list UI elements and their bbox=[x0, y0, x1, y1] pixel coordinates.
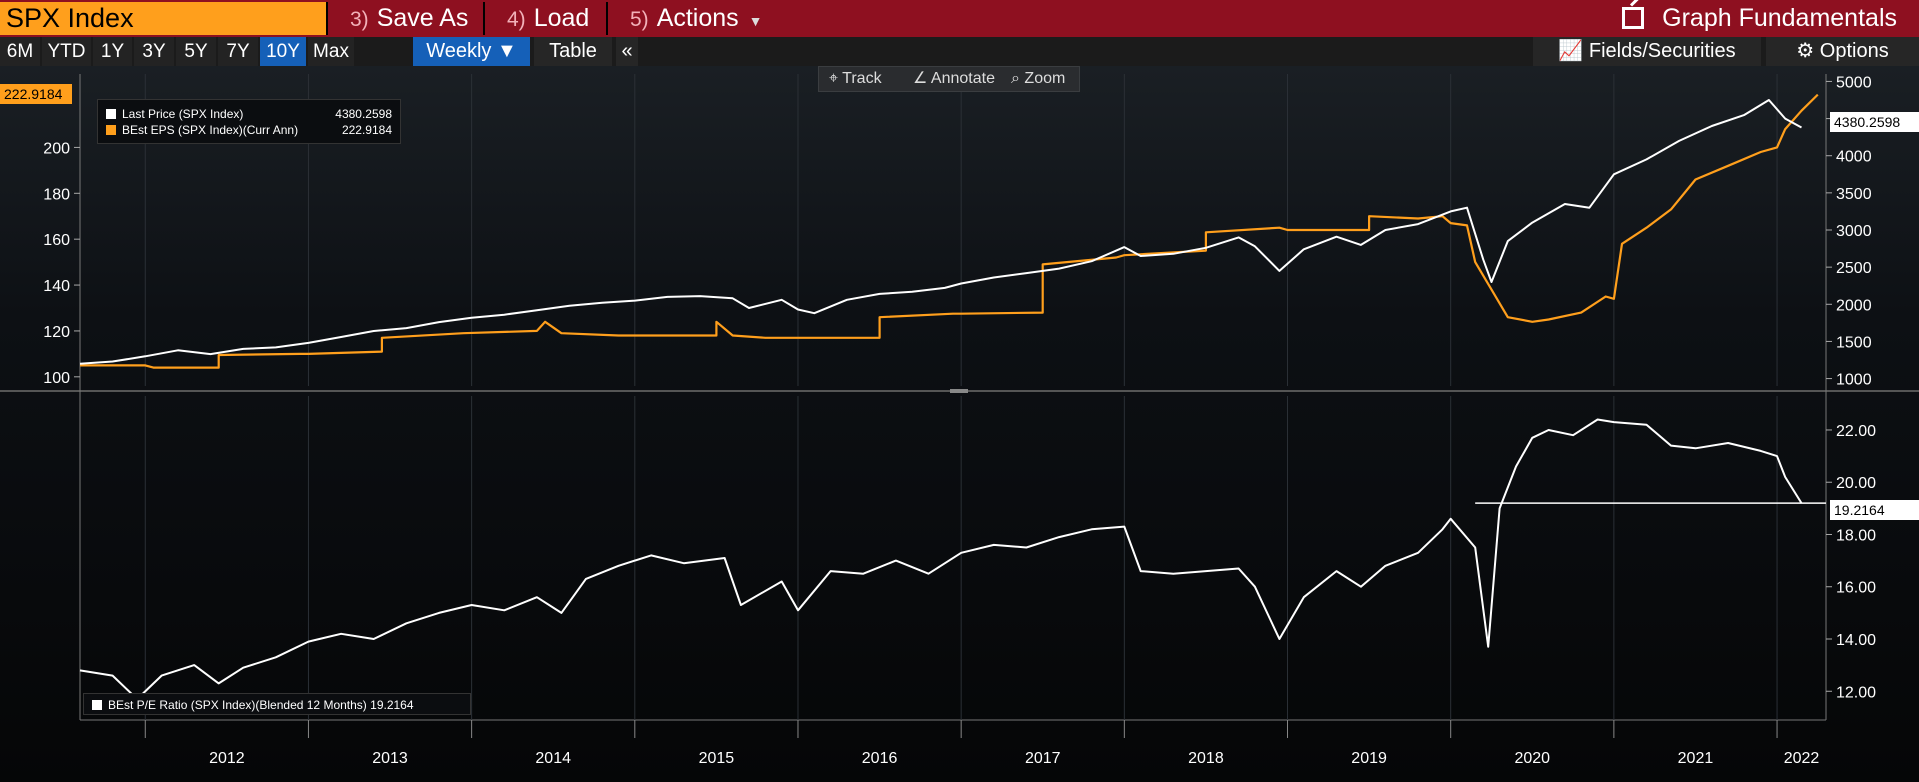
ticker-field[interactable]: SPX Index bbox=[0, 2, 326, 35]
graph-fundamentals-label: Graph Fundamentals bbox=[1662, 4, 1897, 32]
graph-fundamentals-button[interactable]: Graph Fundamentals bbox=[1622, 2, 1897, 35]
y-left-tick-label: 160 bbox=[43, 232, 70, 249]
legend-swatch bbox=[106, 109, 116, 119]
annotate-label: Annotate bbox=[930, 70, 995, 87]
legend-value: 19.2164 bbox=[370, 698, 414, 712]
range-max-button[interactable]: Max bbox=[308, 37, 354, 66]
options-button[interactable]: ⚙ Options bbox=[1766, 37, 1919, 66]
x-tick-label: 2021 bbox=[1678, 750, 1714, 767]
y-right-tick-label: 20.00 bbox=[1836, 475, 1876, 492]
price-series-line bbox=[79, 99, 1802, 365]
y-left-tick-label: 200 bbox=[43, 140, 70, 157]
chart-area[interactable]: 2012 2013 2014 2015 2016 2017 2018 2019 2020 2021… bbox=[0, 66, 1919, 782]
legend-swatch bbox=[92, 700, 102, 710]
options-label: Options bbox=[1819, 40, 1889, 62]
chart-toolbar: ⌖ Track ∠ Annotate ⌕ Zoom bbox=[818, 66, 1080, 92]
frequency-dropdown[interactable]: Weekly ▼ bbox=[413, 37, 530, 66]
x-tick-label: 2012 bbox=[209, 750, 245, 767]
load-shortcut: 4) bbox=[507, 8, 526, 31]
dropdown-caret-icon: ▼ bbox=[748, 13, 763, 29]
external-link-icon bbox=[1622, 7, 1645, 29]
crosshair-icon: ⌖ bbox=[829, 70, 839, 87]
annotate-tool-button[interactable]: ∠ Annotate bbox=[903, 67, 1001, 91]
range-1y-button[interactable]: 1Y bbox=[93, 37, 132, 66]
bottom-panel-legend[interactable]: BEst P/E Ratio (SPX Index)(Blended 12 Mo… bbox=[83, 693, 471, 715]
legend-label: Last Price (SPX Index) bbox=[122, 107, 244, 121]
y-left-tick-label: 180 bbox=[43, 186, 70, 203]
y-right-tick-label: 12.00 bbox=[1836, 684, 1876, 701]
x-tick-label: 2017 bbox=[1025, 750, 1061, 767]
y-right-tick-label: 22.00 bbox=[1836, 423, 1876, 440]
x-tick-label: 2022 bbox=[1784, 750, 1820, 767]
legend-label: BEst P/E Ratio (SPX Index)(Blended 12 Mo… bbox=[108, 698, 367, 712]
y-right-tick-label: 1500 bbox=[1836, 334, 1872, 351]
panel-resize-handle bbox=[950, 389, 968, 393]
x-tick-label: 2014 bbox=[535, 750, 571, 767]
pencil-icon: ∠ bbox=[913, 70, 928, 87]
y-right-tick-label: 2000 bbox=[1836, 297, 1872, 314]
actions-menu-button[interactable]: 5) Actions ▼ bbox=[606, 2, 778, 35]
x-tick-label: 2018 bbox=[1188, 750, 1224, 767]
save-as-label: Save As bbox=[376, 4, 469, 32]
gear-icon: ⚙ bbox=[1796, 40, 1815, 62]
save-as-button[interactable]: 3) Save As bbox=[326, 2, 483, 35]
x-tick-label: 2020 bbox=[1514, 750, 1550, 767]
y-right-tick-label: 16.00 bbox=[1836, 580, 1876, 597]
y-right-tick-label: 2500 bbox=[1836, 260, 1872, 277]
y-right-tick-label: 3500 bbox=[1836, 186, 1872, 203]
legend-value: 222.9184 bbox=[341, 123, 392, 137]
actions-shortcut: 5) bbox=[630, 8, 649, 31]
range-ytd-button[interactable]: YTD bbox=[42, 37, 91, 66]
chart-canvas[interactable]: 2012 2013 2014 2015 2016 2017 2018 2019 2020 2021… bbox=[0, 66, 1919, 782]
pe-series-line bbox=[79, 418, 1803, 701]
title-bar: SPX Index 3) Save As 4) Load 5) Actions ▼ Gr… bbox=[0, 0, 1919, 37]
y-right-tick-label: 4000 bbox=[1836, 149, 1872, 166]
eps-last-value-tag: 222.9184 bbox=[0, 84, 72, 104]
top-panel-legend[interactable]: Last Price (SPX Index) 4380.2598 BEst EPS… bbox=[97, 99, 401, 144]
range-10y-button[interactable]: 10Y bbox=[260, 37, 306, 66]
zoom-tool-button[interactable]: ⌕ Zoom bbox=[1001, 67, 1081, 91]
price-last-value-tag: 4380.2598 bbox=[1830, 112, 1919, 132]
zoom-label: Zoom bbox=[1024, 70, 1066, 87]
x-tick-label: 2019 bbox=[1351, 750, 1387, 767]
legend-entry-price[interactable]: Last Price (SPX Index) 4380.2598 bbox=[106, 106, 392, 122]
track-label: Track bbox=[842, 70, 882, 87]
range-3y-button[interactable]: 3Y bbox=[134, 37, 174, 66]
x-tick-label: 2013 bbox=[372, 750, 408, 767]
y-right-tick-label: 1000 bbox=[1836, 372, 1872, 389]
load-button[interactable]: 4) Load bbox=[483, 2, 606, 35]
x-tick-label: 2016 bbox=[862, 750, 898, 767]
fields-securities-button[interactable]: 📈 Fields/Securities bbox=[1533, 37, 1761, 66]
y-left-tick-label: 100 bbox=[43, 370, 70, 387]
legend-swatch bbox=[106, 125, 116, 135]
fields-securities-label: Fields/Securities bbox=[1588, 40, 1736, 62]
legend-value: 4380.2598 bbox=[335, 107, 392, 121]
y-left-tick-label: 120 bbox=[43, 324, 70, 341]
chart-icon: 📈 bbox=[1558, 40, 1584, 62]
range-6m-button[interactable]: 6M bbox=[0, 37, 40, 66]
range-toolbar: 6M YTD 1Y 3Y 5Y 7Y 10Y Max Weekly ▼ Tabl… bbox=[0, 37, 1919, 66]
track-tool-button[interactable]: ⌖ Track bbox=[819, 67, 903, 91]
y-right-tick-label: 5000 bbox=[1836, 74, 1872, 91]
magnifier-icon: ⌕ bbox=[1011, 70, 1020, 87]
x-tick-label: 2015 bbox=[699, 750, 735, 767]
y-right-tick-label: 14.00 bbox=[1836, 632, 1876, 649]
pe-last-value-tag: 19.2164 bbox=[1830, 500, 1919, 520]
y-right-tick-label: 3000 bbox=[1836, 223, 1872, 240]
collapse-button[interactable]: « bbox=[616, 37, 638, 66]
load-label: Load bbox=[533, 4, 590, 32]
y-left-tick-label: 140 bbox=[43, 278, 70, 295]
table-button[interactable]: Table bbox=[534, 37, 612, 66]
legend-label: BEst EPS (SPX Index)(Curr Ann) bbox=[122, 123, 299, 137]
eps-series-line bbox=[80, 93, 1819, 369]
save-as-shortcut: 3) bbox=[350, 8, 369, 31]
actions-label: Actions bbox=[656, 4, 739, 32]
range-7y-button[interactable]: 7Y bbox=[218, 37, 258, 66]
range-5y-button[interactable]: 5Y bbox=[176, 37, 216, 66]
y-right-tick-label: 18.00 bbox=[1836, 527, 1876, 544]
legend-entry-eps[interactable]: BEst EPS (SPX Index)(Curr Ann) 222.9184 bbox=[106, 122, 392, 138]
